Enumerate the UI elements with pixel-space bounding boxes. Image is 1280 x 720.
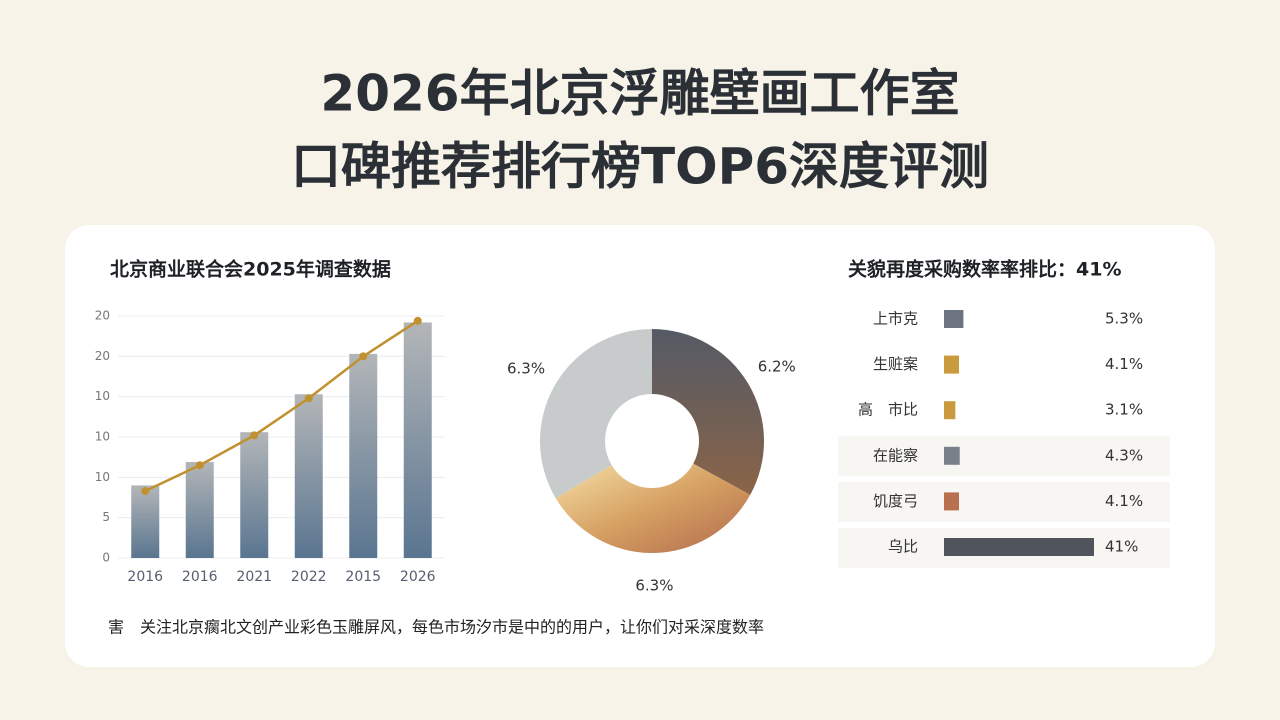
x-tick-label: 2016 bbox=[182, 569, 218, 585]
line-point bbox=[413, 316, 422, 325]
x-tick-label: 2026 bbox=[400, 569, 436, 585]
x-tick-label: 2016 bbox=[127, 569, 163, 585]
bar bbox=[944, 355, 959, 374]
bar bbox=[240, 432, 269, 558]
line-point bbox=[195, 461, 204, 470]
bar bbox=[944, 492, 959, 511]
chart-title: 北京商业联合会2025年调查数据 bbox=[110, 258, 391, 281]
y-tick-label: 10 bbox=[95, 470, 110, 484]
x-tick-label: 2021 bbox=[236, 569, 272, 585]
bar bbox=[403, 322, 432, 558]
line-point bbox=[304, 394, 313, 403]
value-label: 5.3% bbox=[1105, 310, 1143, 328]
bar bbox=[185, 462, 214, 558]
y-tick-label: 5 bbox=[102, 510, 110, 524]
bar bbox=[944, 401, 956, 420]
chart-title: 关貌再度采购数率率排比：41% bbox=[848, 258, 1121, 281]
title-line: 口碑推荐排行榜TOP6深度评测 bbox=[291, 138, 989, 196]
row-bg bbox=[838, 436, 1170, 476]
donut-slice bbox=[555, 463, 751, 553]
footnote: 害 关注北京瘸北文创产业彩色玉雕屏风，每色市场汐市是中的的用户，让你们对采深度数… bbox=[108, 618, 764, 637]
x-tick-label: 2015 bbox=[345, 569, 381, 585]
category-label: 上市克 bbox=[873, 310, 918, 328]
y-tick-label: 0 bbox=[102, 551, 110, 565]
y-tick-label: 20 bbox=[95, 309, 110, 323]
category-label: 在能察 bbox=[873, 446, 918, 464]
line-point bbox=[141, 487, 150, 496]
value-label: 4.1% bbox=[1105, 492, 1143, 510]
bar bbox=[944, 446, 960, 465]
slice-label: 6.3% bbox=[635, 576, 673, 594]
line-point bbox=[250, 431, 259, 440]
y-tick-label: 10 bbox=[95, 430, 110, 444]
value-label: 41% bbox=[1105, 538, 1138, 556]
bar bbox=[944, 538, 1094, 556]
line-point bbox=[359, 352, 368, 361]
category-label: 乌比 bbox=[888, 538, 918, 556]
value-label: 3.1% bbox=[1105, 401, 1143, 419]
bar bbox=[349, 353, 378, 558]
y-tick-label: 20 bbox=[95, 349, 110, 363]
bar bbox=[944, 310, 964, 328]
bar bbox=[131, 485, 160, 558]
bar bbox=[294, 394, 323, 558]
slice-label: 6.2% bbox=[758, 358, 796, 376]
donut-slice bbox=[539, 329, 652, 499]
title-line: 2026年北京浮雕壁画工作室 bbox=[320, 65, 959, 123]
slice-label: 6.3% bbox=[507, 360, 545, 378]
y-tick-label: 10 bbox=[95, 389, 110, 403]
value-label: 4.3% bbox=[1105, 446, 1143, 464]
line bbox=[144, 319, 419, 493]
category-label: 饥度弓 bbox=[873, 492, 918, 510]
value-label: 4.1% bbox=[1105, 355, 1143, 373]
donut-slice bbox=[652, 329, 765, 495]
category-label: 高 市比 bbox=[858, 401, 918, 419]
row-bg bbox=[838, 482, 1170, 522]
x-tick-label: 2022 bbox=[291, 569, 327, 585]
category-label: 生赃案 bbox=[873, 355, 918, 373]
